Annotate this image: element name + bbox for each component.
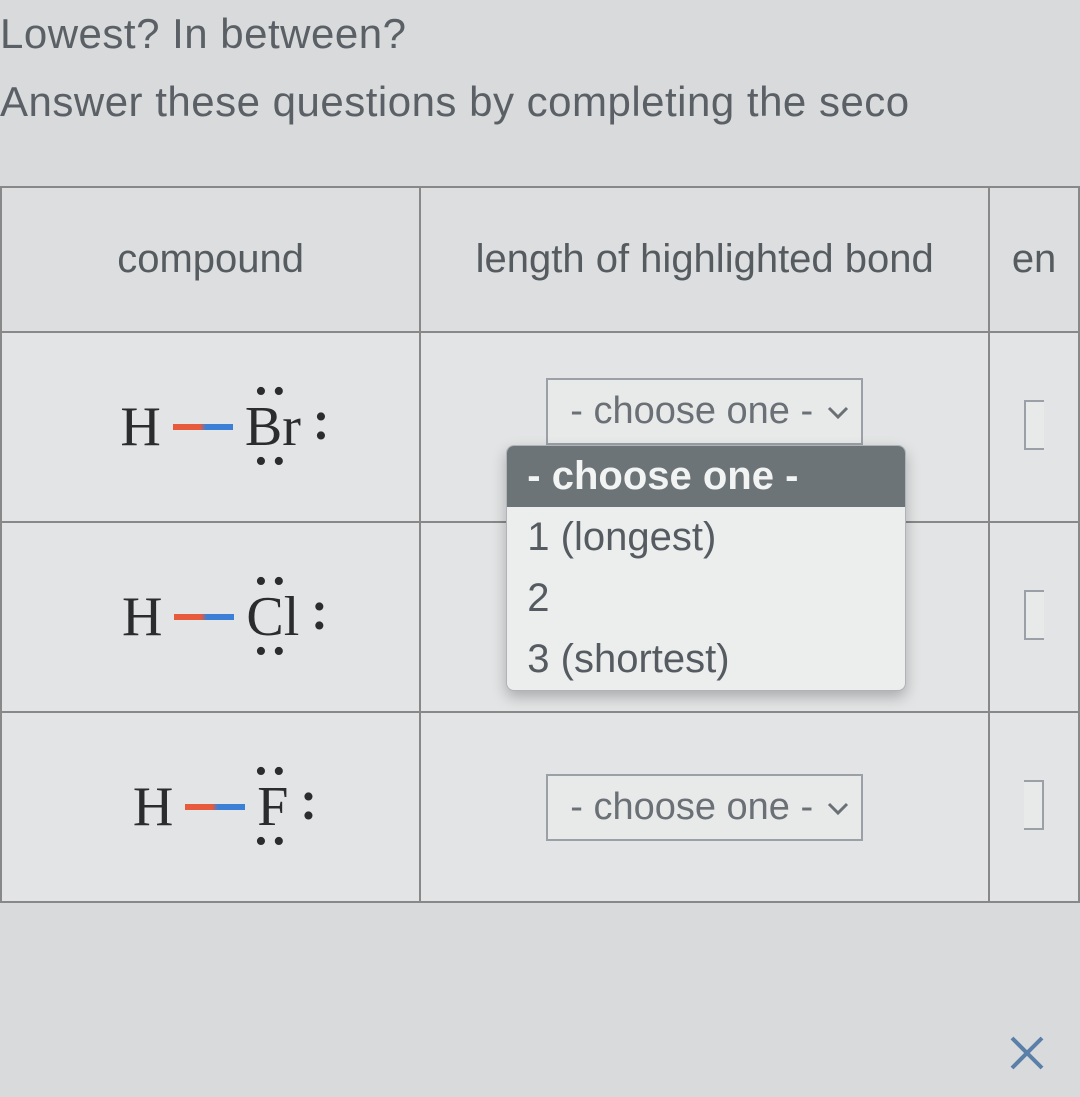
element-br: •• Br •• •• [245,395,301,459]
table-row: H •• Br •• •• - choose one - [1,332,1079,522]
dropdown-panel: - choose one - 1 (longest) 2 3 (shortest… [506,445,906,691]
energy-select-peek[interactable] [1024,590,1044,640]
close-icon[interactable] [1004,1030,1050,1087]
bond-table: compound length of highlighted bond en H… [0,186,1080,903]
dropdown-option-3[interactable]: 3 (shortest) [507,629,905,690]
length-cell-3: - choose one - [420,712,989,902]
h-atom: H [133,775,173,839]
dropdown-option-placeholder[interactable]: - choose one - [507,446,905,507]
length-cell-1: - choose one - - choose one - 1 (longest… [420,332,989,522]
bond-length-select-1[interactable]: - choose one - [546,378,863,445]
lone-pair-top: •• [255,563,291,601]
lone-pair-right: •• [303,788,315,825]
lone-pair-top: •• [255,373,291,411]
question-line-1: Lowest? In between? [0,0,1080,78]
chevron-down-icon [827,396,849,427]
bond-icon [174,614,234,620]
select-value: - choose one - [570,786,813,829]
bond-icon [185,804,245,810]
lone-pair-bottom: •• [255,633,291,671]
header-energy: en [989,187,1079,332]
question-line-2: Answer these questions by completing the… [0,78,1080,186]
energy-cell-3 [989,712,1079,902]
lone-pair-top: •• [255,753,291,791]
lone-pair-right: •• [313,598,325,635]
element-f: •• F •• •• [257,775,288,839]
lone-pair-right: •• [315,408,327,445]
header-compound: compound [1,187,420,332]
energy-select-peek[interactable] [1024,400,1044,450]
chevron-down-icon [827,792,849,823]
compound-cell-hcl: H •• Cl •• •• [1,522,420,712]
table-row: H •• F •• •• - choose one - [1,712,1079,902]
h-atom: H [120,395,160,459]
h-atom: H [122,585,162,649]
select-value: - choose one - [570,390,813,433]
header-length: length of highlighted bond [420,187,989,332]
lone-pair-bottom: •• [255,823,291,861]
bond-length-select-3[interactable]: - choose one - [546,774,863,841]
energy-cell-2 [989,522,1079,712]
dropdown-option-2[interactable]: 2 [507,568,905,629]
dropdown-option-1[interactable]: 1 (longest) [507,507,905,568]
energy-select-peek[interactable] [1024,780,1044,830]
energy-cell-1 [989,332,1079,522]
element-cl: •• Cl •• •• [246,585,299,649]
compound-cell-hf: H •• F •• •• [1,712,420,902]
bond-icon [173,424,233,430]
lone-pair-bottom: •• [255,443,291,481]
compound-cell-hbr: H •• Br •• •• [1,332,420,522]
